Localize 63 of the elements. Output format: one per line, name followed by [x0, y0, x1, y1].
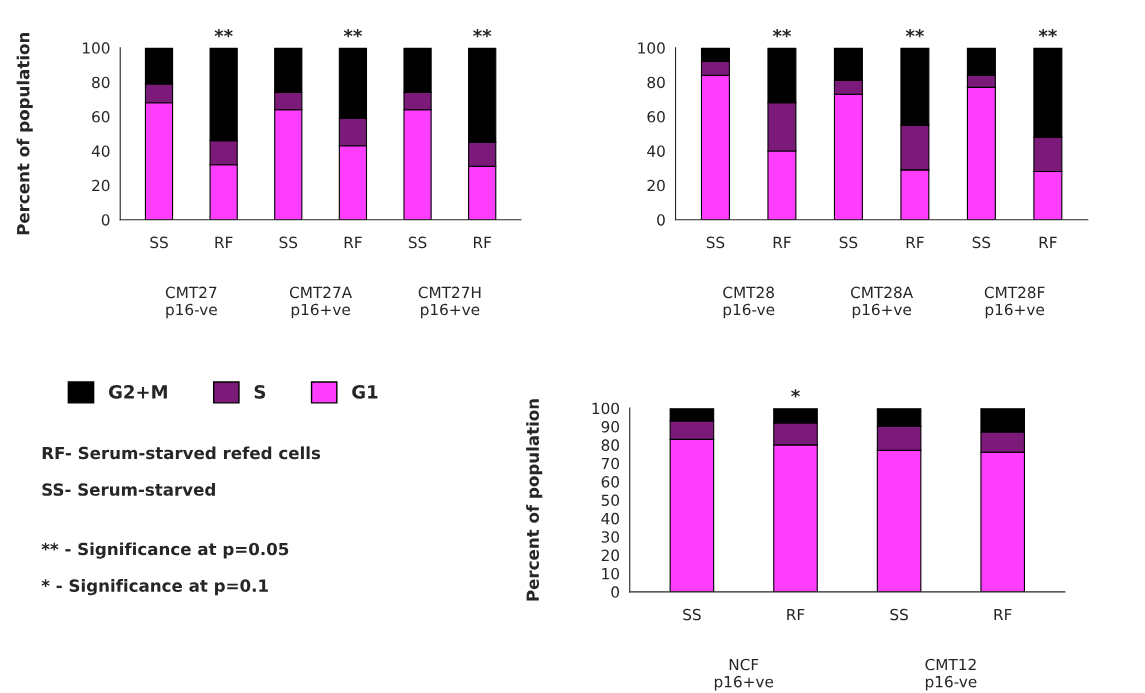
- text: SS- Serum-starved: [42, 482, 215, 496]
- x-tick-label: SS: [839, 236, 858, 249]
- y-tick-label: 0: [611, 586, 620, 598]
- text: CMT27A p16+ve: [289, 286, 353, 319]
- text: CMT27 p16-ve: [165, 286, 217, 319]
- legend-label: G1: [352, 385, 378, 399]
- text: CMT27H p16+ve: [418, 286, 481, 319]
- x-tick-label: RF: [473, 236, 492, 248]
- y-tick-label: 60: [601, 476, 620, 488]
- text: CMT28F p16+ve: [984, 286, 1045, 319]
- x-tick-label: RF: [773, 236, 791, 248]
- x-tick-label: SS: [706, 236, 725, 249]
- y-axis-title: Percent of population: [16, 32, 33, 235]
- y-tick-label: 30: [601, 531, 620, 543]
- x-tick-label: SS: [408, 236, 427, 249]
- y-tick-label: 80: [92, 76, 110, 89]
- data-label: **: [473, 28, 492, 38]
- y-tick-label: 100: [592, 402, 620, 415]
- y-tick-label: 0: [101, 214, 110, 226]
- y-tick-label: 80: [647, 76, 665, 89]
- text: RF- Serum-starved refed cells: [42, 446, 321, 460]
- data-label: *: [791, 389, 800, 398]
- text: CMT28A p16+ve: [850, 286, 914, 319]
- data-label: **: [905, 28, 924, 38]
- y-tick-label: 0: [657, 214, 665, 226]
- text: CMT28 p16-ve: [723, 286, 775, 319]
- x-tick-label: RF: [906, 236, 924, 248]
- legend-label: S: [254, 385, 266, 399]
- data-label: **: [214, 28, 233, 38]
- y-tick-label: 20: [601, 549, 620, 562]
- y-tick-label: 20: [647, 179, 665, 192]
- x-tick-label: SS: [279, 236, 298, 249]
- x-tick-label: RF: [994, 608, 1012, 621]
- data-label: **: [343, 28, 362, 38]
- x-tick-label: SS: [972, 236, 991, 249]
- text: ** - Significance at p=0.05: [41, 542, 289, 559]
- y-tick-label: 100: [83, 42, 110, 54]
- legend-label: G2+M: [108, 385, 167, 399]
- x-tick-label: SS: [890, 608, 908, 621]
- x-tick-label: SS: [150, 236, 168, 249]
- data-label: **: [1038, 28, 1057, 38]
- x-tick-label: SS: [683, 608, 701, 621]
- x-tick-label: RF: [344, 236, 362, 248]
- y-tick-label: 60: [647, 111, 665, 123]
- y-tick-label: 60: [92, 111, 110, 123]
- y-tick-label: 80: [601, 439, 620, 451]
- y-tick-label: 90: [601, 421, 620, 433]
- x-tick-label: RF: [787, 608, 805, 621]
- y-tick-label: 40: [601, 512, 620, 525]
- text: CMT12 p16-ve: [925, 658, 977, 691]
- x-tick-label: RF: [215, 236, 233, 248]
- y-axis-title: Percent of population: [526, 399, 543, 601]
- y-tick-label: 20: [92, 179, 110, 192]
- y-tick-label: 100: [638, 42, 665, 54]
- text: NCF p16+ve: [714, 658, 774, 691]
- y-tick-label: 70: [601, 457, 620, 470]
- y-tick-label: 10: [602, 567, 620, 580]
- y-tick-label: 40: [91, 145, 110, 157]
- x-tick-label: RF: [1039, 236, 1057, 248]
- text: * - Significance at p=0.1: [41, 579, 268, 596]
- data-label: **: [772, 28, 792, 38]
- y-tick-label: 50: [601, 494, 620, 507]
- y-tick-label: 40: [647, 145, 665, 157]
